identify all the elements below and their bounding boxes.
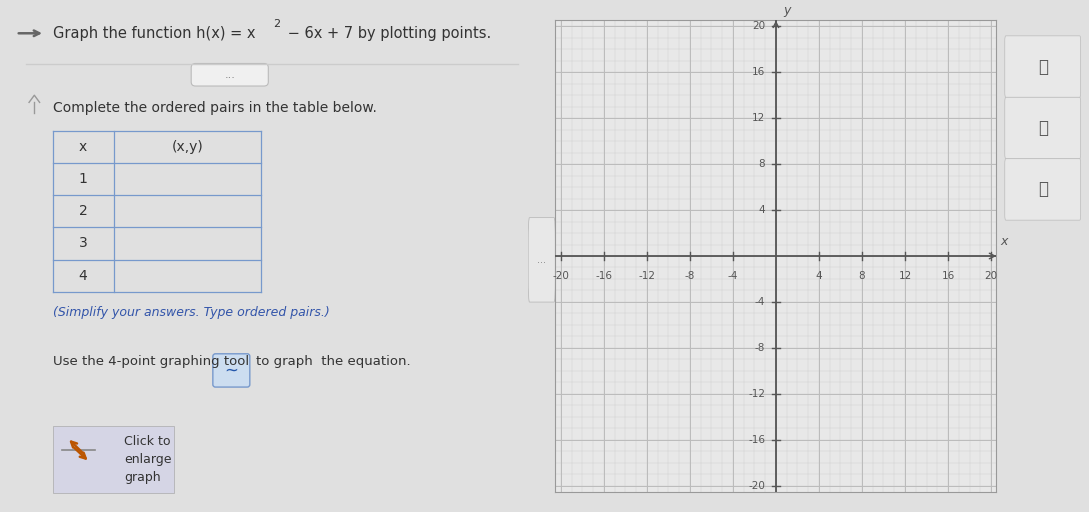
Text: 🔍: 🔍 bbox=[1038, 119, 1048, 137]
Text: 4: 4 bbox=[816, 271, 822, 281]
Text: Use the 4-point graphing tool: Use the 4-point graphing tool bbox=[52, 355, 249, 368]
Text: -4: -4 bbox=[727, 271, 738, 281]
Text: 12: 12 bbox=[898, 271, 911, 281]
Text: -4: -4 bbox=[755, 297, 766, 307]
Text: -16: -16 bbox=[748, 435, 766, 445]
Text: -20: -20 bbox=[748, 481, 766, 491]
Text: -12: -12 bbox=[638, 271, 656, 281]
Text: 8: 8 bbox=[759, 159, 766, 169]
Text: (x,y): (x,y) bbox=[172, 140, 204, 154]
Text: 16: 16 bbox=[941, 271, 955, 281]
FancyBboxPatch shape bbox=[1005, 97, 1080, 159]
Text: 3: 3 bbox=[78, 237, 87, 250]
Text: 4: 4 bbox=[78, 269, 87, 283]
Text: Graph the function h(x) = x: Graph the function h(x) = x bbox=[52, 26, 255, 41]
Text: ⧉: ⧉ bbox=[1038, 180, 1048, 199]
Text: ~: ~ bbox=[224, 361, 238, 379]
Text: -20: -20 bbox=[552, 271, 570, 281]
Text: 4: 4 bbox=[759, 205, 766, 215]
Text: 8: 8 bbox=[858, 271, 866, 281]
Text: 12: 12 bbox=[751, 113, 766, 123]
Text: -12: -12 bbox=[748, 389, 766, 399]
Text: 20: 20 bbox=[752, 21, 766, 31]
Text: 2: 2 bbox=[78, 204, 87, 218]
Text: y: y bbox=[783, 4, 791, 17]
FancyBboxPatch shape bbox=[1005, 159, 1080, 220]
Bar bbox=[52, 426, 174, 493]
Text: x: x bbox=[1001, 235, 1007, 248]
Text: Complete the ordered pairs in the table below.: Complete the ordered pairs in the table … bbox=[52, 100, 377, 115]
Text: ...: ... bbox=[537, 254, 547, 265]
Text: -8: -8 bbox=[685, 271, 695, 281]
Text: -16: -16 bbox=[596, 271, 612, 281]
FancyBboxPatch shape bbox=[528, 218, 555, 302]
Text: Click to
enlarge
graph: Click to enlarge graph bbox=[124, 435, 172, 484]
Text: ...: ... bbox=[224, 70, 235, 80]
FancyBboxPatch shape bbox=[1005, 36, 1080, 97]
Text: 20: 20 bbox=[984, 271, 998, 281]
Text: 🔍: 🔍 bbox=[1038, 57, 1048, 76]
Text: -8: -8 bbox=[755, 343, 766, 353]
Text: 1: 1 bbox=[78, 172, 87, 186]
Text: − 6x + 7 by plotting points.: − 6x + 7 by plotting points. bbox=[282, 26, 491, 41]
FancyBboxPatch shape bbox=[212, 354, 249, 387]
Text: (Simplify your answers. Type ordered pairs.): (Simplify your answers. Type ordered pai… bbox=[52, 306, 330, 319]
Text: 16: 16 bbox=[751, 67, 766, 77]
Text: 2: 2 bbox=[273, 19, 281, 29]
Text: x: x bbox=[79, 140, 87, 154]
FancyBboxPatch shape bbox=[192, 63, 268, 86]
Text: to graph  the equation.: to graph the equation. bbox=[256, 355, 411, 368]
